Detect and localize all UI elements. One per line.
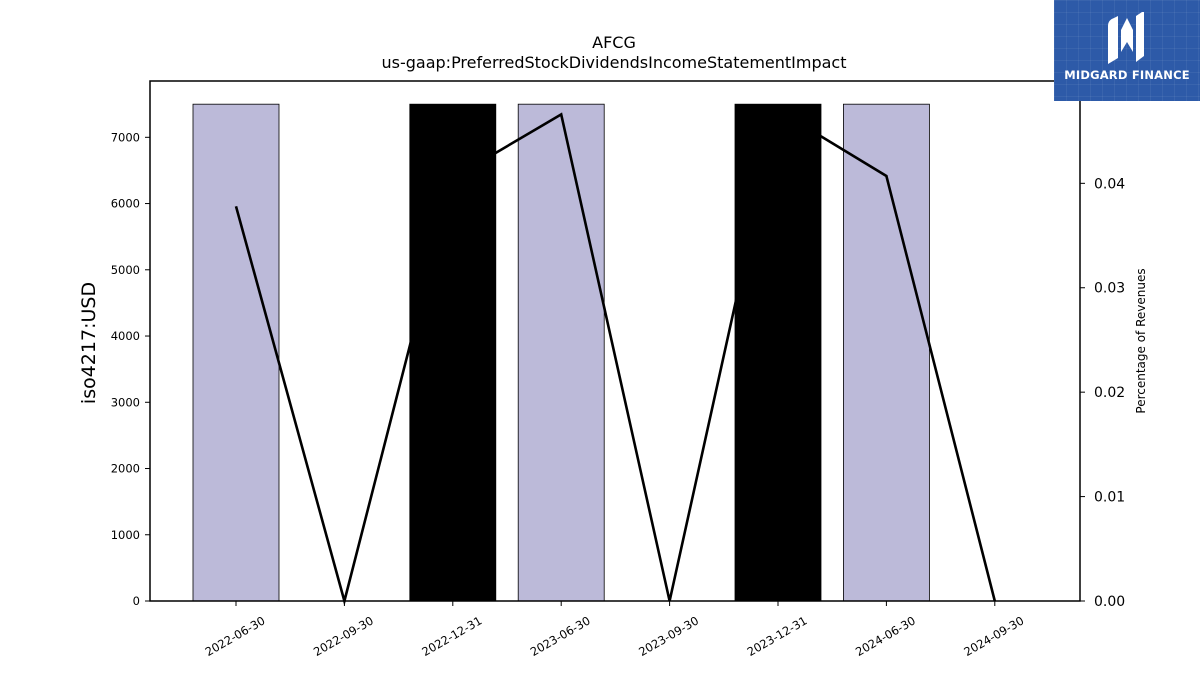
y2-tick-label: 0.02 <box>1094 385 1125 401</box>
y-tick-label: 7000 <box>111 130 140 144</box>
y-tick-label: 5000 <box>111 263 140 277</box>
x-tick-label: 2023-12-31 <box>745 613 810 659</box>
y2-tick-label: 0.03 <box>1094 281 1125 297</box>
y2-tick-label: 0.01 <box>1094 490 1125 506</box>
bar-2022-06-30 <box>192 103 280 602</box>
y2-tick-label: 0.04 <box>1094 176 1125 192</box>
y-tick-label: 1000 <box>111 528 140 542</box>
x-tick-label: 2022-12-31 <box>419 613 484 659</box>
x-tick-label: 2023-09-30 <box>636 613 701 659</box>
y-tick-label: 6000 <box>111 197 140 211</box>
plot-frame <box>149 80 1081 602</box>
logo-text: MIDGARD FINANCE <box>1064 68 1190 82</box>
bar-2024-06-30 <box>843 103 930 602</box>
x-tick-label: 2022-09-30 <box>311 613 376 659</box>
y-axis-left: 0 1000 2000 3000 4000 5000 6000 7000 <box>111 130 150 608</box>
bar-series <box>192 103 930 602</box>
y2-tick-label: 0.00 <box>1094 594 1125 610</box>
y-axis-right: 0.00 0.01 0.02 0.03 0.04 <box>1080 176 1125 610</box>
bar-2023-06-30 <box>517 103 605 602</box>
y-axis-label: iso4217:USD <box>78 282 100 404</box>
chart-subtitle: us-gaap:PreferredStockDividendsIncomeSta… <box>382 53 847 72</box>
x-tick-label: 2023-06-30 <box>528 613 593 659</box>
x-axis: 2022-06-30 2022-09-30 2022-12-31 2023-06-30… <box>203 601 1026 659</box>
percentage-line <box>234 108 997 607</box>
bar-2022-12-31 <box>409 103 497 602</box>
y2-axis-label: Percentage of Revenues <box>1134 268 1148 413</box>
x-tick-label: 2024-09-30 <box>961 613 1026 659</box>
chart-title: AFCG <box>592 33 636 52</box>
x-tick-label: 2022-06-30 <box>203 613 268 659</box>
y-tick-label: 2000 <box>111 462 140 476</box>
bar-2023-12-31 <box>734 103 822 602</box>
y-tick-label: 4000 <box>111 329 140 343</box>
y-tick-label: 3000 <box>111 395 140 409</box>
x-tick-label: 2024-06-30 <box>853 613 918 659</box>
midgard-finance-logo-icon <box>1108 12 1144 64</box>
y-tick-label: 0 <box>133 594 140 608</box>
midgard-finance-logo: MIDGARD FINANCE <box>1054 0 1200 101</box>
